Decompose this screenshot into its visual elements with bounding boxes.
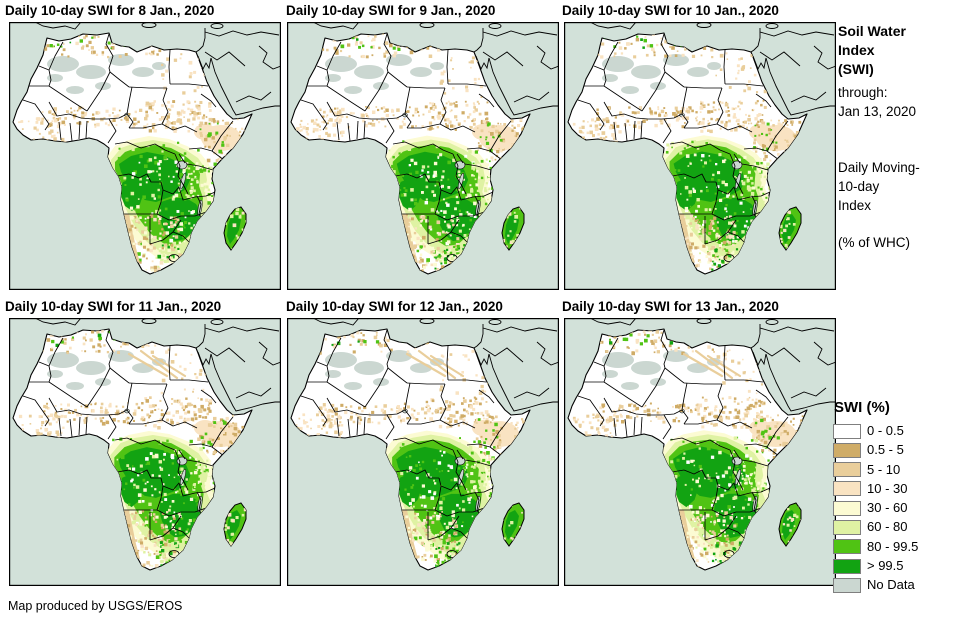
africa-swi-map [287, 318, 559, 586]
map-credit: Map produced by USGS/EROS [8, 599, 183, 613]
legend-title: SWI (%) [834, 399, 890, 416]
legend-row: 60 - 80 [833, 519, 918, 535]
legend-row: 30 - 60 [833, 500, 918, 516]
sidebar-title-line: Index [838, 42, 875, 58]
through-label: through: [838, 85, 888, 100]
sidebar-through-block: through: Jan 13, 2020 [838, 83, 964, 121]
map-panel-title: Daily 10-day SWI for 8 Jan., 2020 [5, 3, 215, 18]
legend-swatch [833, 558, 861, 574]
legend-swatch [833, 423, 861, 439]
legend-swatch [833, 481, 861, 497]
sidebar-index-block: Daily Moving- 10-day Index [838, 158, 964, 215]
africa-swi-map [564, 22, 836, 290]
legend-label: 0 - 0.5 [867, 423, 904, 438]
legend-swatch [833, 577, 861, 593]
index-desc-line: 10-day [838, 179, 880, 194]
legend-swatch [833, 500, 861, 516]
legend-label: 30 - 60 [867, 500, 908, 516]
legend-row: 0.5 - 5 [833, 442, 918, 458]
legend-swatch [833, 442, 861, 458]
sidebar-map-title: Soil Water Index (SWI) [838, 22, 964, 79]
legend-label: 80 - 99.5 [867, 538, 919, 554]
legend-label: 0.5 - 5 [867, 442, 904, 458]
legend-label: 60 - 80 [867, 519, 908, 535]
legend-swatch [833, 539, 861, 555]
map-panel-title: Daily 10-day SWI for 13 Jan., 2020 [562, 299, 779, 314]
legend-row: No Data [833, 577, 918, 593]
index-desc-line: Daily Moving- [838, 160, 920, 175]
map-panel-title: Daily 10-day SWI for 9 Jan., 2020 [286, 3, 496, 18]
map-panel-title: Daily 10-day SWI for 12 Jan., 2020 [286, 299, 503, 314]
legend-swatch [833, 519, 861, 535]
legend-row: > 99.5 [833, 558, 918, 574]
legend-label: 5 - 10 [867, 461, 901, 477]
africa-swi-map [9, 22, 281, 290]
africa-swi-map [9, 318, 281, 586]
legend-label: No Data [867, 577, 915, 593]
map-panel-title: Daily 10-day SWI for 11 Jan., 2020 [5, 299, 222, 314]
legend-row: 5 - 10 [833, 461, 918, 478]
sidebar-title-line: (SWI) [838, 61, 874, 77]
map-panel-title: Daily 10-day SWI for 10 Jan., 2020 [562, 3, 779, 18]
sidebar-title-line: Soil Water [838, 23, 906, 39]
sidebar-units: (% of WHC) [838, 233, 964, 252]
legend-label: 10 - 30 [867, 480, 908, 496]
units-label: (% of WHC) [838, 235, 910, 250]
legend-row: 0 - 0.5 [833, 423, 918, 439]
index-desc-line: Index [838, 198, 872, 213]
swi-legend: 0 - 0.5 0.5 - 5 5 - 10 10 - 30 30 - 60 6… [833, 423, 919, 598]
legend-row: 10 - 30 [833, 480, 918, 497]
legend-row: 80 - 99.5 [833, 538, 919, 555]
africa-swi-map [287, 22, 559, 290]
legend-label: > 99.5 [867, 558, 904, 574]
legend-swatch [833, 462, 861, 478]
africa-swi-map [564, 318, 836, 586]
through-date: Jan 13, 2020 [838, 104, 917, 119]
